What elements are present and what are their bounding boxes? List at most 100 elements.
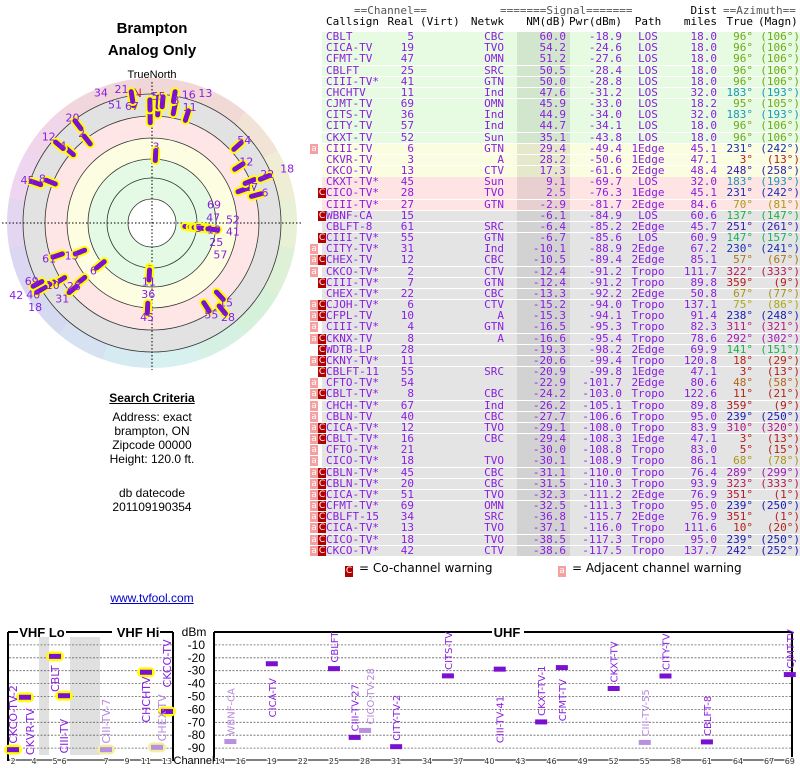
cochannel-legend-text: = Co-channel warning	[359, 561, 493, 575]
az-cell: 311°	[726, 320, 754, 334]
x-axis-label: Channel	[174, 755, 215, 767]
station-row[interactable]: CFPL-TV 10 A -15.3 -94.1 Tropo 91.4 238° (248°) a…	[310, 310, 800, 322]
path-cell: Tropo	[631, 532, 665, 546]
signal-label: CIII-TV-7	[100, 699, 113, 744]
station-row[interactable]: CHEX-TV* 22 CBC -13.3 -92.2 2Edge 50.8 67° (77°)	[322, 287, 800, 300]
station-row[interactable]: CFMT-TV 47 OMN 51.2 -27.6 LOS 18.0 96° (106°)	[322, 53, 800, 65]
netwk-cell: GTN	[484, 275, 504, 289]
station-row[interactable]: CFTO-TV* 54 -22.9 -101.7 2Edge 80.6 48° (58°) a	[310, 377, 800, 389]
station-row[interactable]: CICA-TV 19 TVO 54.2 -24.6 LOS 18.0 96° (106°)	[322, 42, 800, 54]
magn-cell: (15°)	[766, 443, 800, 457]
az-cell: 3°	[739, 432, 753, 446]
station-row[interactable]: CITS-TV 36 Ind 44.9 -34.0 LOS 32.0 183° (193°)	[322, 109, 800, 121]
nm-column-shade	[517, 110, 570, 121]
signal-label: CIII-TV-27	[351, 684, 362, 731]
netwk-cell: GTN	[484, 320, 504, 334]
station-row[interactable]: CKXT-TV* 45 Sun 9.1 -69.7 LOS 32.0 183° (193°)	[322, 176, 800, 188]
signal-marker	[359, 727, 372, 733]
station-row[interactable]: CBLFT-11 55 SRC -20.9 -99.8 1Edge 47.1 3° (13°) C	[318, 365, 800, 379]
callsign-cell: WDTB-LP	[326, 342, 373, 356]
adjacent-warning-icon: a	[310, 355, 318, 366]
station-marker	[182, 108, 191, 123]
station-row[interactable]: CBLFT-15 34 SRC -36.8 -115.7 2Edge 76.9 351° (1°…	[310, 511, 800, 523]
column-header-netwk[interactable]: Netwk	[470, 15, 504, 28]
pwr-cell: -91.2	[588, 275, 622, 289]
az-cell: 359°	[726, 275, 754, 289]
station-marker	[152, 148, 159, 164]
station-row[interactable]: CBLN-TV* 45 CBC -31.1 -110.0 Tropo 76.4 289° (29…	[310, 466, 800, 479]
station-row[interactable]: CKXT-TV 52 Sun 35.1 -43.8 LOS 18.0 96° (106°)	[322, 131, 800, 144]
netwk-cell: TVO	[484, 532, 504, 546]
path-cell: 1Edge	[631, 365, 665, 379]
station-row[interactable]: CICA-TV* 12 TVO -29.1 -108.0 Tropo 83.9 310° (32…	[310, 421, 800, 434]
station-row[interactable]: CKCO-TV 13 CTV 17.3 -61.6 2Edge 48.4 248° (258°)	[322, 165, 800, 177]
station-channel-label: 18	[280, 162, 294, 175]
station-row[interactable]: CBLT-TV* 16 CBC -29.4 -108.3 1Edge 47.1 3° (13°)…	[310, 432, 800, 446]
station-row[interactable]: CFTO-TV* 21 -30.0 -108.8 Tropo 83.0 5° (15°) a	[310, 443, 800, 457]
column-header-path[interactable]: Path	[634, 15, 662, 28]
column-header-magn[interactable]: (Magn)	[758, 15, 798, 28]
station-row[interactable]: CHCHTV 11 Ind 47.6 -31.2 LOS 32.0 183° (193°)	[322, 86, 800, 99]
station-row[interactable]: CICO-TV* 18 TVO -38.5 -117.3 Tropo 95.0 239° (25…	[310, 532, 800, 546]
station-row[interactable]: CIII-TV* 55 GTN -6.7 -85.6 LOS 60.9 147° (157°) C	[318, 232, 800, 244]
station-row[interactable]: CKCO-TV* 2 CTV -12.4 -91.2 Tropo 111.7 322° (333…	[310, 265, 800, 278]
column-header-callsign[interactable]: Callsign	[326, 15, 379, 28]
column-header-nmdb[interactable]: NM(dB)	[526, 15, 566, 28]
x-tick-label: 34	[422, 757, 432, 766]
station-row[interactable]: CKVR-TV 3 A 28.2 -50.6 1Edge 47.1 3° (13°)	[322, 153, 800, 166]
station-row[interactable]: CBLN-TV 40 CBC -27.7 -106.6 Tropo 95.0 239° (250…	[310, 410, 800, 423]
nm-column-shade	[517, 322, 570, 333]
column-header-pwrdbm[interactable]: Pwr(dBm)	[569, 15, 622, 28]
station-row[interactable]: CBLT-TV* 8 CBC -24.2 -103.0 Tropo 122.6 11° (21°…	[310, 388, 800, 400]
x-tick-label: 37	[453, 757, 463, 766]
callsign-cell: CIII-TV*	[326, 320, 379, 334]
station-row[interactable]: CICO-TV* 28 TVO 2.5 -76.3 1Edge 45.1 231° (242°)…	[318, 186, 800, 200]
station-row[interactable]: CFMT-TV* 69 OMN -32.5 -111.3 Tropo 95.0 239° (25…	[310, 500, 800, 512]
column-header-virt[interactable]: (Virt)	[420, 15, 460, 28]
callsign-cell: CICO-TV*	[326, 186, 379, 200]
magn-cell: (9°)	[773, 398, 800, 412]
column-header-miles[interactable]: miles	[683, 15, 717, 28]
magn-cell: (302°)	[760, 331, 800, 345]
station-row[interactable]: CJMT-TV 69 OMN 45.9 -33.0 LOS 18.2 95° (105°)	[322, 98, 800, 110]
station-row[interactable]: WBNF-CA 15 -6.1 -84.9 LOS 60.6 137° (147°) C	[318, 208, 800, 222]
station-row[interactable]: CITY-TV 57 Ind 44.7 -34.1 LOS 18.0 96° (106°)	[322, 120, 800, 132]
az-cell: 96°	[733, 74, 753, 88]
station-row[interactable]: CICO-TV* 18 TVO -30.1 -108.9 Tropo 86.1 68° (78°…	[310, 455, 800, 467]
column-header-real[interactable]: Real	[387, 15, 415, 28]
adjacent-warning-icon: a	[310, 534, 318, 545]
station-row[interactable]: CBLN-TV* 20 CBC -31.5 -110.3 Tropo 93.9 323° (33…	[310, 477, 800, 490]
station-row[interactable]: CJOH-TV* 6 CTV -15.2 -94.0 Tropo 137.1 75° (86°)…	[310, 299, 800, 311]
station-row[interactable]: CIII-TV* 4 GTN -16.5 -95.3 Tropo 82.3 311° (321°…	[310, 320, 800, 334]
nm-cell: -26.2	[532, 398, 566, 412]
station-row[interactable]: CBLFT-8 61 SRC -6.4 -85.2 2Edge 45.7 251° (261°)	[322, 219, 800, 233]
station-row[interactable]: CICA-TV* 13 TVO -37.1 -116.0 Tropo 111.6 10° (20…	[310, 522, 800, 534]
station-row[interactable]: CIII-TV* 41 GTN 50.0 -28.8 LOS 18.0 96° (106°)	[322, 74, 800, 88]
station-row[interactable]: CKCO-TV* 42 CTV -38.6 -117.5 Tropo 137.7 242° (2…	[310, 544, 800, 557]
nm-cell: -6.4	[539, 219, 567, 233]
dist-cell: 47.1	[690, 432, 718, 446]
station-row[interactable]: CKNY-TV* 11 -20.6 -99.4 Tropo 120.8 18° (29°) a C	[310, 354, 800, 367]
az-cell: 70°	[733, 197, 753, 211]
station-row[interactable]: CKNX-TV 8 A -16.6 -95.4 Tropo 78.6 292° (302°) a C	[310, 331, 800, 345]
station-row[interactable]: CBLT 5 CBC 60.0 -18.9 LOS 18.0 96° (106°)	[322, 31, 800, 43]
station-row[interactable]: CICA-TV* 51 TVO -32.3 -111.2 2Edge 76.9 351° (1°…	[310, 488, 800, 501]
station-row[interactable]: CBLFT 25 SRC 50.5 -28.4 LOS 18.0 96° (106°)	[322, 64, 800, 76]
column-header-true[interactable]: True	[726, 15, 754, 28]
station-row[interactable]: CIII-TV* 27 GTN -2.9 -81.7 2Edge 84.6 70° (81°)	[322, 197, 800, 211]
station-channel-label: 40	[26, 288, 40, 301]
station-channel-label: 11	[183, 101, 197, 114]
nm-column-shade	[517, 422, 570, 434]
station-row[interactable]: WDTB-LP 28 -19.3 -98.2 2Edge 69.9 141° (151°) C	[318, 342, 800, 356]
callsign-cell: CBLFT-8	[326, 219, 373, 233]
station-row[interactable]: CITY-TV* 31 Ind -10.1 -88.9 2Edge 67.2 230° (241…	[310, 242, 800, 256]
nm-cell: -10.1	[532, 242, 566, 256]
station-row[interactable]: CIII-TV* 7 GTN -12.4 -91.2 Tropo 89.8 359° (9°) C	[318, 275, 800, 289]
tvfool-link[interactable]: www.tvfool.com	[110, 591, 194, 605]
az-cell: 137°	[726, 208, 754, 222]
station-row[interactable]: CIII-TV 6 GTN 29.4 -49.4 1Edge 45.1 231° (242°) a	[310, 142, 800, 155]
adjacent-warning-icon: a	[310, 333, 318, 344]
station-row[interactable]: CHEX-TV 12 CBC -10.5 -89.4 2Edge 85.1 57° (67°) a…	[310, 254, 800, 266]
station-row[interactable]: CHCH-TV* 67 Ind -26.2 -105.1 Tropo 89.8 359° (9°…	[310, 398, 800, 412]
adjacent-warning-icon: a	[310, 411, 318, 422]
